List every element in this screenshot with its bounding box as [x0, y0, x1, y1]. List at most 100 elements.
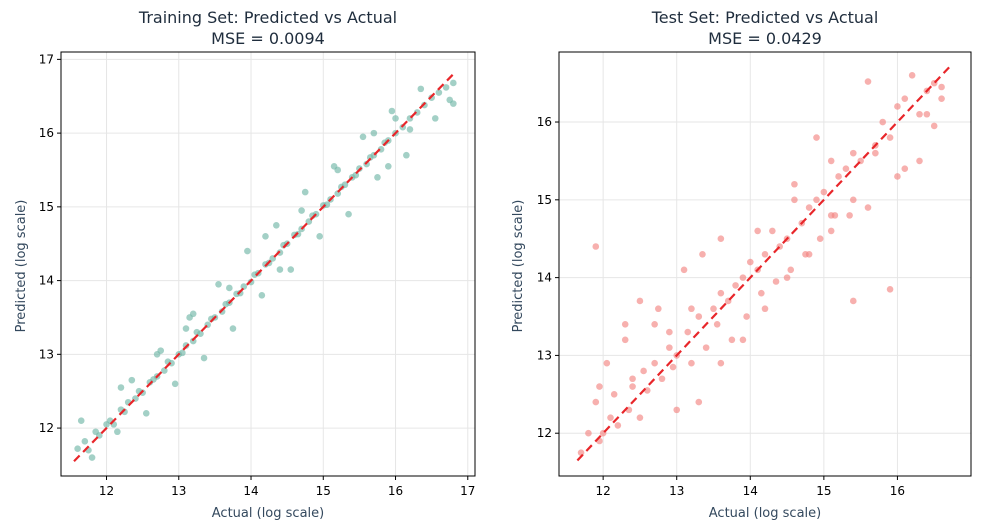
- training-point: [370, 129, 378, 137]
- test-point: [607, 414, 614, 421]
- training-point: [77, 417, 85, 424]
- test-x-tick-label: 12: [596, 484, 611, 498]
- test-point: [787, 266, 795, 274]
- test-point: [754, 227, 761, 235]
- training-point: [305, 218, 313, 225]
- test-point: [743, 313, 750, 320]
- test-point: [827, 227, 835, 235]
- training-point: [442, 84, 450, 91]
- training-grid: [61, 52, 475, 476]
- test-point: [849, 196, 857, 204]
- training-point: [189, 310, 197, 318]
- test-point: [603, 359, 611, 367]
- test-point: [930, 122, 938, 130]
- training-y-tick-label: 14: [39, 274, 54, 288]
- test-point: [901, 95, 909, 102]
- test-y-tick-label: 15: [537, 193, 552, 207]
- training-y-tick-label: 15: [39, 200, 54, 214]
- training-x-tick-label: 13: [171, 484, 186, 498]
- test-point: [651, 320, 658, 328]
- training-point: [273, 221, 280, 229]
- training-point: [388, 107, 396, 115]
- test-point: [684, 328, 692, 336]
- training-point: [229, 325, 237, 332]
- test-y-tick-label: 12: [537, 426, 552, 440]
- test-point: [710, 305, 717, 313]
- test-point: [791, 180, 798, 188]
- test-point: [864, 204, 872, 211]
- test-x-tick-label: 13: [669, 484, 684, 498]
- test-point: [846, 212, 853, 219]
- test-panel: Test Set: Predicted vs Actual MSE = 0.04…: [511, 8, 972, 521]
- test-point: [805, 204, 813, 211]
- test-point: [746, 258, 754, 266]
- training-x-tick-label: 12: [99, 484, 114, 498]
- test-point: [592, 243, 600, 250]
- test-point: [702, 344, 710, 351]
- training-point: [197, 330, 204, 337]
- training-point: [450, 100, 457, 107]
- test-point: [688, 305, 695, 313]
- training-x-tick-label: 14: [243, 484, 258, 498]
- test-y-axis-label: Predicted (log scale): [511, 200, 526, 333]
- training-point: [374, 174, 381, 181]
- training-point: [81, 438, 89, 445]
- training-point: [287, 266, 295, 273]
- training-x-ticks: 12 13 14 15 16 17: [99, 476, 475, 498]
- training-point: [450, 79, 457, 87]
- test-point: [827, 212, 835, 219]
- training-point: [384, 162, 392, 170]
- training-plot-frame: [60, 51, 476, 477]
- test-x-tick-label: 16: [890, 484, 905, 498]
- training-point: [142, 410, 150, 417]
- test-y-tick-label: 14: [537, 271, 552, 285]
- training-y-tick-label: 12: [39, 421, 54, 435]
- training-point: [406, 126, 414, 133]
- test-point: [695, 313, 703, 320]
- training-y-tick-label: 13: [39, 347, 54, 361]
- test-point: [621, 320, 629, 328]
- test-point: [761, 250, 769, 258]
- test-point: [908, 72, 916, 79]
- training-x-axis-label: Actual (log scale): [212, 506, 324, 521]
- training-point: [171, 380, 179, 388]
- test-point: [614, 422, 622, 429]
- training-point: [182, 325, 190, 332]
- test-point: [842, 165, 850, 172]
- training-y-tick-label: 16: [39, 126, 54, 140]
- test-point: [916, 110, 923, 118]
- test-point: [923, 110, 931, 118]
- test-point: [592, 398, 600, 406]
- test-point: [886, 285, 894, 293]
- training-point: [334, 166, 342, 174]
- test-point: [916, 157, 923, 165]
- test-point: [879, 118, 887, 126]
- test-point: [636, 414, 644, 421]
- test-point: [728, 336, 736, 344]
- training-point: [200, 354, 208, 362]
- test-point: [894, 173, 901, 180]
- training-point: [403, 151, 410, 159]
- test-point: [621, 336, 629, 344]
- test-point: [596, 383, 603, 390]
- test-y-tick-label: 13: [537, 348, 552, 362]
- test-point: [761, 305, 769, 313]
- test-point: [717, 359, 725, 367]
- training-title-line2: MSE = 0.0094: [211, 29, 325, 48]
- test-point: [666, 344, 673, 351]
- test-point: [835, 173, 842, 180]
- test-point: [732, 282, 739, 289]
- training-point: [276, 266, 284, 273]
- test-point: [699, 250, 706, 258]
- test-point: [577, 449, 585, 456]
- test-point: [791, 196, 798, 204]
- test-x-tick-label: 14: [743, 484, 758, 498]
- test-point: [813, 134, 820, 141]
- test-point: [680, 266, 688, 274]
- test-point: [758, 289, 765, 297]
- test-point: [805, 250, 813, 258]
- test-point: [816, 235, 824, 243]
- test-point: [739, 274, 747, 281]
